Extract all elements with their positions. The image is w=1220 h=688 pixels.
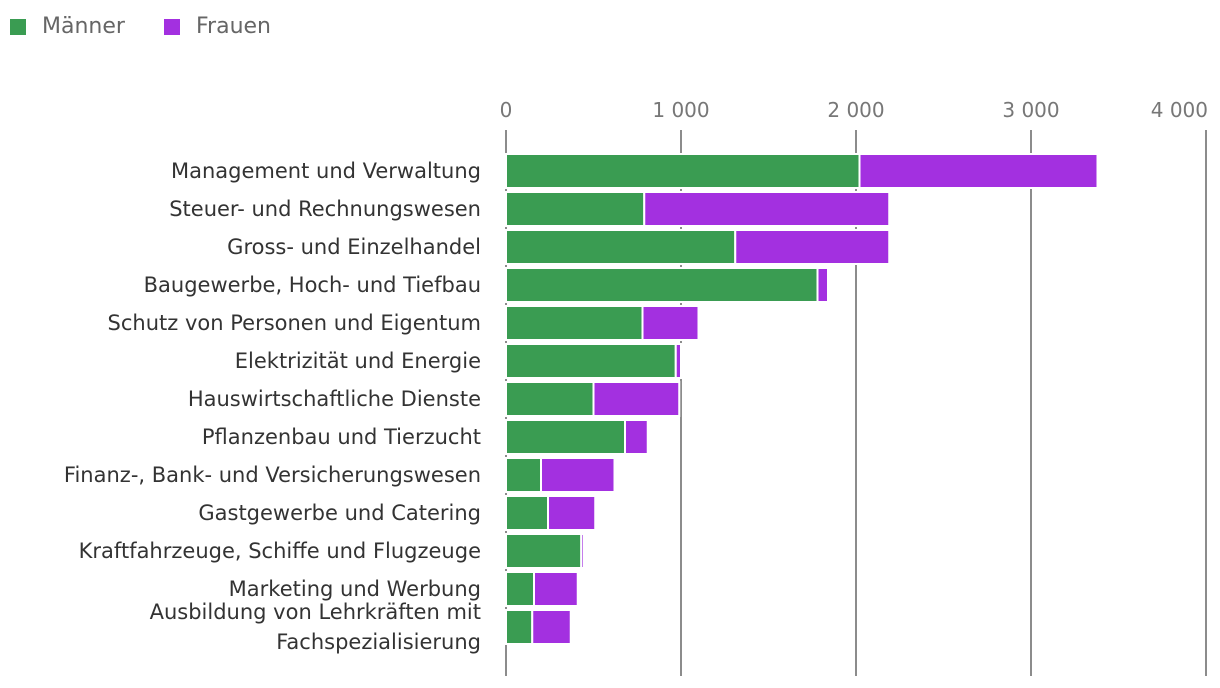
bar-frauen-9 xyxy=(547,495,597,531)
category-label-line: Steuer- und Rechnungswesen xyxy=(169,197,481,221)
bar-frauen-5 xyxy=(674,343,682,379)
bar-maenner-2 xyxy=(505,229,737,265)
bar-maenner-0 xyxy=(505,153,861,189)
bar-frauen-1 xyxy=(643,191,891,227)
bar-maenner-11 xyxy=(505,571,535,607)
category-label-7: Pflanzenbau und Tierzucht xyxy=(202,425,481,449)
legend-swatch-maenner xyxy=(10,19,26,35)
category-label-0: Management und Verwaltung xyxy=(171,159,481,183)
bar-maenner-9 xyxy=(505,495,549,531)
category-label-line: Gastgewerbe und Catering xyxy=(198,501,481,525)
bar-frauen-12 xyxy=(531,609,572,645)
category-label-1: Steuer- und Rechnungswesen xyxy=(169,197,481,221)
category-label-line: Baugewerbe, Hoch- und Tiefbau xyxy=(144,273,481,297)
x-tick-label-1000: 1 000 xyxy=(652,98,709,122)
legend: Männer Frauen xyxy=(10,14,271,39)
x-tick-label-4000: 4 000 xyxy=(1151,98,1208,122)
category-label-line: Marketing und Werbung xyxy=(229,577,481,601)
category-label-line: Pflanzenbau und Tierzucht xyxy=(202,425,481,449)
category-label-line: Kraftfahrzeuge, Schiffe und Flugzeuge xyxy=(79,539,481,563)
category-label-2: Gross- und Einzelhandel xyxy=(227,235,481,259)
category-label-6: Hauswirtschaftliche Dienste xyxy=(188,387,481,411)
x-tick-label-0: 0 xyxy=(500,98,513,122)
bar-frauen-6 xyxy=(592,381,681,417)
category-label-line: Finanz-, Bank- und Versicherungswesen xyxy=(64,463,481,487)
category-label-5: Elektrizität und Energie xyxy=(235,349,481,373)
bar-maenner-6 xyxy=(505,381,595,417)
category-label-line: Fachspezialisierung xyxy=(276,630,481,654)
bar-maenner-7 xyxy=(505,419,626,455)
legend-label-frauen: Frauen xyxy=(196,14,271,39)
category-label-3: Baugewerbe, Hoch- und Tiefbau xyxy=(144,273,481,297)
category-label-line: Ausbildung von Lehrkräften mit xyxy=(150,600,481,624)
bar-maenner-3 xyxy=(505,267,819,303)
bar-maenner-5 xyxy=(505,343,677,379)
category-label-10: Kraftfahrzeuge, Schiffe und Flugzeuge xyxy=(79,539,481,563)
bars xyxy=(505,153,1099,645)
category-label-8: Finanz-, Bank- und Versicherungswesen xyxy=(64,463,481,487)
x-tick-label-2000: 2 000 xyxy=(827,98,884,122)
category-label-line: Management und Verwaltung xyxy=(171,159,481,183)
x-tick-label-3000: 3 000 xyxy=(1002,98,1059,122)
bar-frauen-11 xyxy=(533,571,579,607)
category-label-line: Hauswirtschaftliche Dienste xyxy=(188,387,481,411)
category-label-4: Schutz von Personen und Eigentum xyxy=(108,311,481,335)
legend-swatch-frauen xyxy=(164,19,180,35)
bar-maenner-8 xyxy=(505,457,542,493)
category-label-11: Marketing und Werbung xyxy=(229,577,481,601)
legend-label-maenner: Männer xyxy=(42,14,126,39)
bar-frauen-0 xyxy=(858,153,1099,189)
bar-frauen-2 xyxy=(734,229,891,265)
bar-frauen-8 xyxy=(540,457,616,493)
category-label-line: Gross- und Einzelhandel xyxy=(227,235,481,259)
category-label-line: Schutz von Personen und Eigentum xyxy=(108,311,481,335)
category-label-9: Gastgewerbe und Catering xyxy=(198,501,481,525)
category-label-line: Elektrizität und Energie xyxy=(235,349,481,373)
bar-maenner-1 xyxy=(505,191,646,227)
bar-maenner-12 xyxy=(505,609,534,645)
bar-frauen-3 xyxy=(816,267,829,303)
category-labels: Management und Verwaltung Steuer- und Rec… xyxy=(64,159,481,654)
bar-frauen-10 xyxy=(580,533,585,569)
x-axis-ticks: 0 1 000 2 000 3 000 4 000 xyxy=(500,98,1208,122)
category-label-12: Ausbildung von Lehrkräften mit Fachspezia… xyxy=(150,600,481,654)
bar-frauen-4 xyxy=(641,305,700,341)
bar-maenner-4 xyxy=(505,305,644,341)
bar-frauen-7 xyxy=(624,419,649,455)
bar-maenner-10 xyxy=(505,533,583,569)
